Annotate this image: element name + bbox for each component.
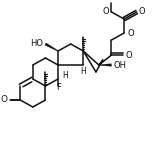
Text: O: O [127,29,134,38]
Text: O: O [1,95,8,104]
Text: O: O [139,7,145,16]
Polygon shape [45,43,58,51]
Text: O: O [103,7,109,16]
Text: H: H [62,71,68,80]
Text: OH: OH [113,60,126,69]
Text: F: F [56,82,61,91]
Polygon shape [99,64,111,66]
Text: O: O [125,51,132,60]
Text: HO: HO [31,40,43,49]
Text: H: H [80,67,86,77]
